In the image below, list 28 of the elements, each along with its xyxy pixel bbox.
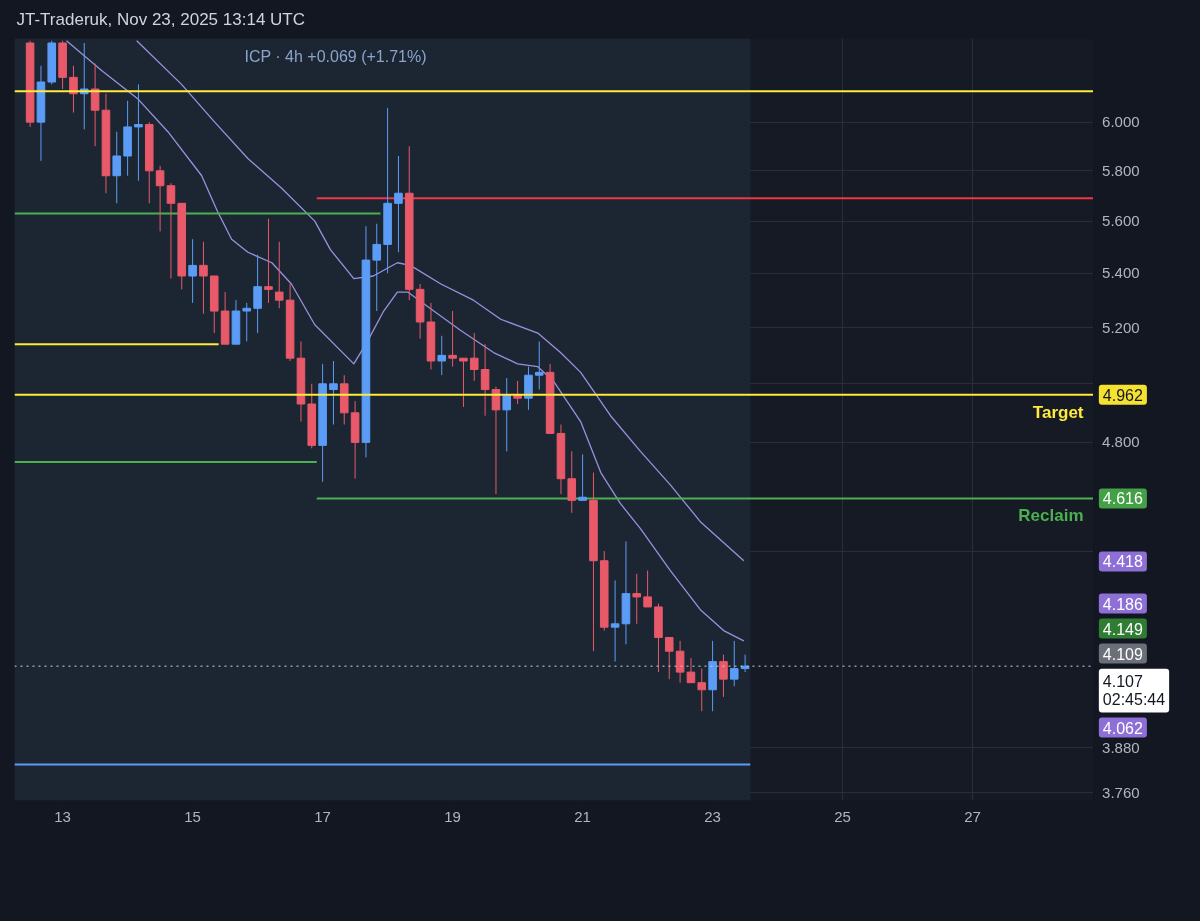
ref-line-label: Target (1032, 402, 1084, 422)
text: 4.186 (1102, 595, 1143, 613)
text: 4.062 (1102, 719, 1143, 737)
text: 4.109 (1102, 645, 1143, 663)
y-tick-label: 5.600 (1102, 212, 1140, 230)
x-tick-label: 25 (834, 807, 851, 825)
y-tick-label: 4.800 (1102, 433, 1140, 451)
text: 4.616 (1102, 490, 1143, 508)
y-tick-label: 3.880 (1102, 738, 1140, 756)
text: 4.149 (1102, 620, 1143, 638)
y-tick-label: 6.000 (1102, 113, 1140, 131)
x-tick-label: 21 (574, 807, 591, 825)
y-tick-label: 5.800 (1102, 161, 1140, 179)
y-tick-label: 3.760 (1102, 783, 1140, 801)
y-tick-label: 5.400 (1102, 264, 1140, 282)
x-tick-label: 15 (184, 807, 201, 825)
x-tick-label: 23 (704, 807, 721, 825)
text: 4.962 (1102, 386, 1143, 404)
x-tick-label: 27 (964, 807, 981, 825)
text: 4.418 (1102, 553, 1143, 571)
text: ICP · 4h +0.069 (+1.71%) (244, 47, 427, 65)
text: 4.107 02:45:44 (1102, 672, 1166, 709)
x-tick-label: 19 (444, 807, 461, 825)
y-tick-label: 5.200 (1102, 318, 1140, 336)
x-tick-label: 17 (314, 807, 331, 825)
chart-title: JT-Traderuk, Nov 23, 2025 13:14 UTC (16, 10, 306, 29)
series-label: Reclaim (1018, 506, 1084, 526)
x-tick-label: 13 (54, 807, 71, 825)
